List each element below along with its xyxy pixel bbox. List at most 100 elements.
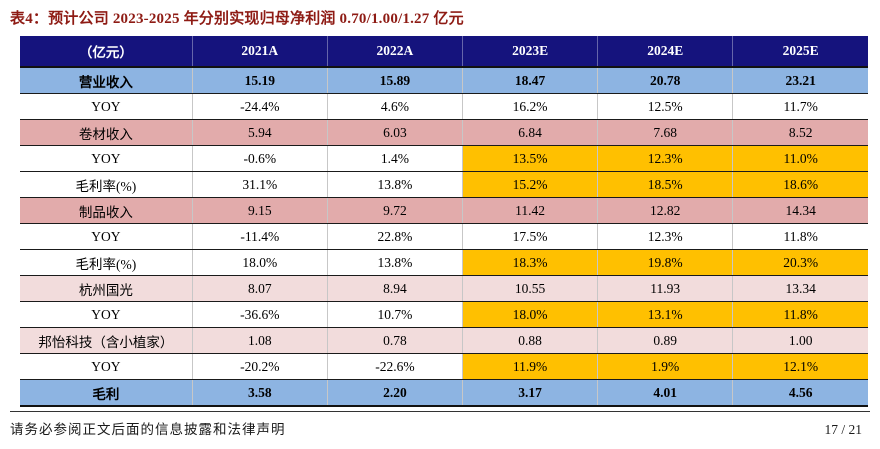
- row-label: YOY: [20, 93, 193, 120]
- value-cell: 5.94: [192, 119, 328, 146]
- value-cell: 13.8%: [327, 249, 464, 276]
- value-cell: 6.84: [462, 119, 599, 146]
- row-label: YOY: [20, 223, 193, 250]
- table-row: YOY -24.4% 4.6% 16.2% 12.5% 11.7%: [20, 93, 868, 120]
- value-cell: 15.2%: [462, 171, 599, 198]
- page-number: 17 / 21: [824, 422, 862, 437]
- value-cell: -11.4%: [192, 223, 328, 250]
- value-cell: 18.3%: [462, 249, 599, 276]
- value-cell: 11.93: [597, 275, 734, 302]
- financial-table: （亿元） 2021A 2022A 2023E 2024E 2025E 营业收入 1…: [20, 36, 868, 407]
- column-header-unit: （亿元）: [20, 36, 193, 68]
- value-cell: 18.0%: [462, 301, 599, 328]
- table-row: 毛利率(%) 31.1% 13.8% 15.2% 18.5% 18.6%: [20, 171, 868, 198]
- row-label: 卷材收入: [20, 119, 193, 146]
- value-cell: 8.52: [732, 119, 868, 146]
- value-cell: 8.94: [327, 275, 464, 302]
- table-row: 毛利率(%) 18.0% 13.8% 18.3% 19.8% 20.3%: [20, 249, 868, 276]
- value-cell: 13.34: [732, 275, 868, 302]
- column-header-2022a: 2022A: [327, 36, 464, 68]
- value-cell: 3.58: [192, 379, 328, 407]
- value-cell: 9.15: [192, 197, 328, 224]
- value-cell: 9.72: [327, 197, 464, 224]
- value-cell: 18.6%: [732, 171, 868, 198]
- row-label: 毛利率(%): [20, 249, 193, 276]
- row-label: 毛利率(%): [20, 171, 193, 198]
- value-cell: 0.78: [327, 327, 464, 354]
- value-cell: 1.08: [192, 327, 328, 354]
- row-label: YOY: [20, 145, 193, 172]
- value-cell: 17.5%: [462, 223, 599, 250]
- value-cell: 23.21: [732, 67, 868, 94]
- value-cell: -20.2%: [192, 353, 328, 380]
- disclaimer-text: 请务必参阅正文后面的信息披露和法律声明: [10, 422, 286, 437]
- value-cell: -0.6%: [192, 145, 328, 172]
- value-cell: 11.7%: [732, 93, 868, 120]
- value-cell: 13.8%: [327, 171, 464, 198]
- value-cell: 11.9%: [462, 353, 599, 380]
- row-label: YOY: [20, 353, 193, 380]
- table-row: 毛利 3.58 2.20 3.17 4.01 4.56: [20, 379, 868, 407]
- value-cell: 8.07: [192, 275, 328, 302]
- table-row: 营业收入 15.19 15.89 18.47 20.78 23.21: [20, 67, 868, 94]
- table-row: 卷材收入 5.94 6.03 6.84 7.68 8.52: [20, 119, 868, 146]
- value-cell: -36.6%: [192, 301, 328, 328]
- column-header-2025e: 2025E: [732, 36, 868, 68]
- table-row: YOY -36.6% 10.7% 18.0% 13.1% 11.8%: [20, 301, 868, 328]
- value-cell: 10.55: [462, 275, 599, 302]
- column-header-2023e: 2023E: [462, 36, 599, 68]
- row-label: 邦怡科技（含小植家）: [20, 327, 193, 354]
- value-cell: 18.0%: [192, 249, 328, 276]
- value-cell: 4.01: [597, 379, 734, 407]
- value-cell: 11.8%: [732, 301, 868, 328]
- row-label: 制品收入: [20, 197, 193, 224]
- value-cell: 11.8%: [732, 223, 868, 250]
- value-cell: -22.6%: [327, 353, 464, 380]
- value-cell: 0.89: [597, 327, 734, 354]
- value-cell: 4.6%: [327, 93, 464, 120]
- page-footer: 请务必参阅正文后面的信息披露和法律声明 17 / 21: [10, 411, 870, 438]
- value-cell: 20.78: [597, 67, 734, 94]
- value-cell: 12.3%: [597, 145, 734, 172]
- value-cell: 10.7%: [327, 301, 464, 328]
- row-label: YOY: [20, 301, 193, 328]
- table-body: 营业收入 15.19 15.89 18.47 20.78 23.21 YOY -24.4% 4.…: [20, 67, 868, 407]
- value-cell: 1.9%: [597, 353, 734, 380]
- row-label: 杭州国光: [20, 275, 193, 302]
- value-cell: 11.42: [462, 197, 599, 224]
- value-cell: 15.89: [327, 67, 464, 94]
- row-label: 营业收入: [20, 67, 193, 94]
- column-header-2021a: 2021A: [192, 36, 328, 68]
- value-cell: 15.19: [192, 67, 328, 94]
- table-row: 邦怡科技（含小植家） 1.08 0.78 0.88 0.89 1.00: [20, 327, 868, 354]
- value-cell: 31.1%: [192, 171, 328, 198]
- value-cell: 12.5%: [597, 93, 734, 120]
- value-cell: 7.68: [597, 119, 734, 146]
- row-label: 毛利: [20, 379, 193, 407]
- report-page: 表4：预计公司 2023-2025 年分别实现归母净利润 0.70/1.00/1…: [0, 9, 880, 449]
- table-title: 表4：预计公司 2023-2025 年分别实现归母净利润 0.70/1.00/1…: [10, 11, 464, 27]
- value-cell: 16.2%: [462, 93, 599, 120]
- value-cell: 22.8%: [327, 223, 464, 250]
- value-cell: 12.3%: [597, 223, 734, 250]
- table-row: YOY -11.4% 22.8% 17.5% 12.3% 11.8%: [20, 223, 868, 250]
- value-cell: 12.82: [597, 197, 734, 224]
- value-cell: 12.1%: [732, 353, 868, 380]
- value-cell: 6.03: [327, 119, 464, 146]
- table-row: YOY -0.6% 1.4% 13.5% 12.3% 11.0%: [20, 145, 868, 172]
- value-cell: 3.17: [462, 379, 599, 407]
- value-cell: 18.47: [462, 67, 599, 94]
- table-header: （亿元） 2021A 2022A 2023E 2024E 2025E: [20, 36, 868, 68]
- value-cell: 1.4%: [327, 145, 464, 172]
- value-cell: 13.1%: [597, 301, 734, 328]
- value-cell: 11.0%: [732, 145, 868, 172]
- value-cell: 18.5%: [597, 171, 734, 198]
- value-cell: -24.4%: [192, 93, 328, 120]
- value-cell: 19.8%: [597, 249, 734, 276]
- value-cell: 0.88: [462, 327, 599, 354]
- value-cell: 1.00: [732, 327, 868, 354]
- table-row: 杭州国光 8.07 8.94 10.55 11.93 13.34: [20, 275, 868, 302]
- value-cell: 13.5%: [462, 145, 599, 172]
- value-cell: 14.34: [732, 197, 868, 224]
- value-cell: 4.56: [732, 379, 868, 407]
